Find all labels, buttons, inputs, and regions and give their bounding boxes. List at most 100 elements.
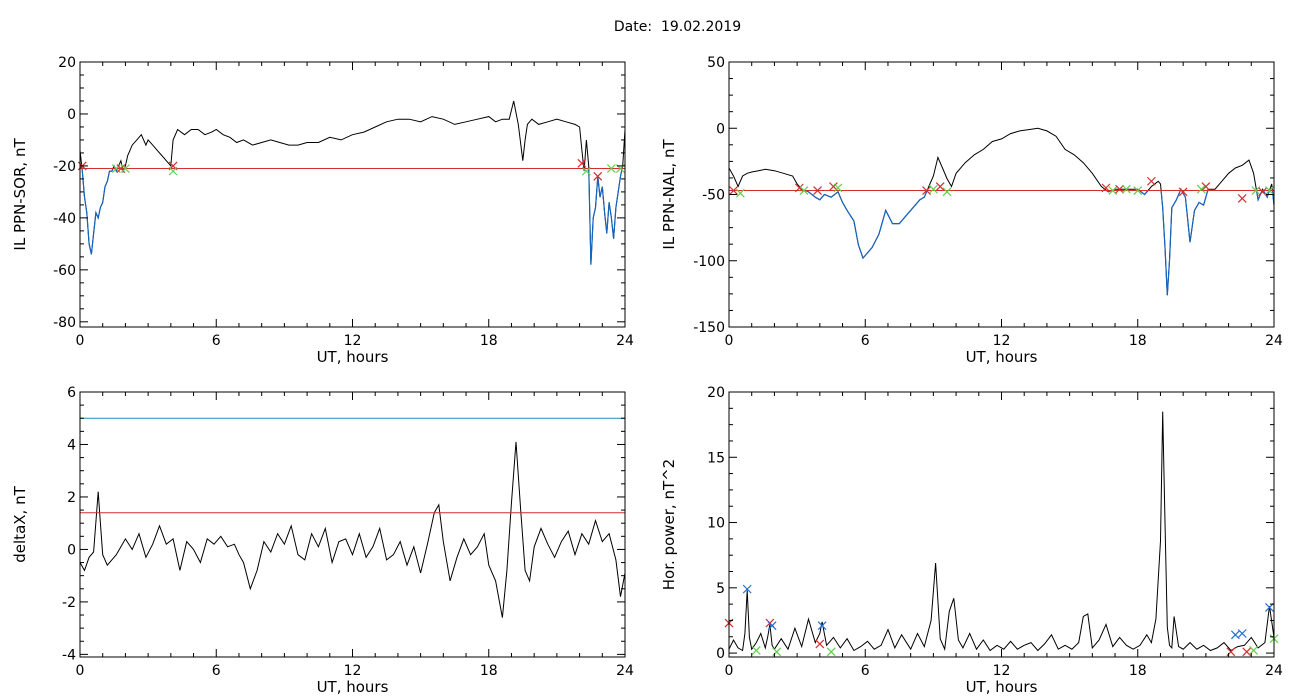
- marker-green: [1121, 184, 1131, 194]
- marker-green: [942, 187, 952, 197]
- x-tick-label: 24: [616, 663, 634, 679]
- marker-red: [935, 182, 945, 191]
- marker-red: [1101, 183, 1111, 193]
- x-tick-label: 6: [212, 333, 221, 349]
- x-tick-label: 18: [1129, 333, 1147, 349]
- plot-frame: [728, 391, 1275, 658]
- y-tick-label: 20: [707, 385, 725, 401]
- plot-frame: [728, 61, 1275, 328]
- data-series-line: [729, 127, 1274, 296]
- marker-blue: [1265, 602, 1274, 612]
- marker-green: [1133, 186, 1143, 195]
- marker-red: [1146, 176, 1156, 186]
- marker-blue: [817, 621, 827, 631]
- x-tick-label: 6: [861, 333, 870, 349]
- y-tick-label: -100: [693, 254, 725, 270]
- marker-green: [772, 647, 782, 657]
- below-threshold-highlight: [81, 168, 623, 265]
- marker-red: [577, 158, 587, 168]
- marker-green: [1265, 186, 1274, 195]
- marker-green: [735, 188, 745, 198]
- date-value: 19.02.2019: [660, 19, 742, 35]
- plot-frame: [79, 61, 626, 328]
- y-tick-label: 0: [716, 646, 725, 662]
- y-tick-label: -150: [693, 320, 725, 336]
- y-axis-label: Hor. power, nT^2: [660, 459, 678, 590]
- marker-red: [1226, 647, 1236, 657]
- x-tick-label: 12: [993, 333, 1011, 349]
- x-tick-label: 24: [1265, 663, 1283, 679]
- date-label: Date:: [613, 19, 653, 35]
- y-tick-label: 0: [67, 542, 76, 558]
- page-title: Date: 19.02.2019: [0, 19, 1300, 35]
- marker-blue: [1237, 629, 1247, 638]
- data-series-line: [80, 441, 625, 618]
- marker-red: [1242, 647, 1252, 657]
- y-tick-label: -2: [62, 595, 76, 611]
- x-tick-label: 12: [993, 663, 1011, 679]
- y-tick-label: 2: [67, 490, 76, 506]
- x-axis-label: UT, hours: [317, 348, 389, 366]
- marker-green: [581, 166, 591, 176]
- marker-red: [1115, 184, 1125, 194]
- y-tick-label: 0: [716, 121, 725, 137]
- y-tick-label: 15: [707, 450, 725, 466]
- x-tick-label: 6: [212, 663, 221, 679]
- marker-green: [751, 646, 761, 655]
- marker-green: [799, 186, 809, 195]
- marker-green: [928, 184, 938, 194]
- x-tick-label: 24: [616, 333, 634, 349]
- marker-red: [593, 171, 603, 181]
- y-tick-label: 10: [707, 516, 725, 532]
- y-tick-label: 6: [67, 385, 76, 401]
- y-tick-label: 50: [707, 55, 725, 71]
- x-axis-label: UT, hours: [966, 678, 1038, 696]
- marker-blue: [767, 621, 777, 631]
- y-tick-label: -20: [53, 159, 76, 175]
- x-tick-label: 18: [1129, 663, 1147, 679]
- y-tick-label: -40: [53, 211, 76, 227]
- y-axis-label: IL PPN-SOR, nT: [11, 138, 29, 251]
- y-tick-label: 20: [58, 55, 76, 71]
- marker-green: [826, 647, 836, 657]
- y-axis-label: IL PPN-NAL, nT: [660, 139, 678, 250]
- marker-blue: [742, 584, 752, 594]
- below-threshold-highlight: [803, 190, 1274, 296]
- y-tick-label: -50: [702, 188, 725, 204]
- marker-red: [794, 183, 804, 193]
- marker-green: [120, 164, 130, 173]
- y-tick-label: -4: [62, 647, 76, 663]
- marker-red: [1258, 187, 1268, 197]
- panel-il-ppn-nal: 0 6 12 18 24 -150 -100 -50 0 50 UT, hours IL PPN-NA…: [660, 55, 1283, 366]
- x-tick-label: 0: [76, 663, 85, 679]
- marker-red: [729, 186, 738, 195]
- x-tick-label: 18: [480, 663, 498, 679]
- marker-red: [922, 186, 931, 195]
- panel-il-ppn-sor: 0 6 12 18 24 -80 -60 -40 -20 0 20 UT, hours IL PPN-S…: [11, 55, 634, 366]
- plot-frame: [79, 391, 626, 658]
- y-tick-label: 0: [67, 107, 76, 123]
- marker-green: [1196, 184, 1206, 194]
- data-series-line: [729, 411, 1274, 652]
- x-tick-label: 6: [861, 663, 870, 679]
- marker-red: [1178, 187, 1188, 197]
- marker-green: [1249, 646, 1258, 655]
- y-tick-label: 5: [716, 581, 725, 597]
- marker-red: [813, 186, 822, 195]
- marker-green: [833, 183, 843, 193]
- panel-horizontal-power: 0 6 12 18 24 0 5 10 15 20 UT, hours Hor. power, nT^…: [660, 385, 1283, 696]
- marker-red: [1201, 182, 1211, 191]
- x-tick-label: 0: [725, 333, 734, 349]
- y-tick-label: -60: [53, 263, 76, 279]
- x-tick-label: 0: [725, 663, 734, 679]
- x-axis-label: UT, hours: [317, 678, 389, 696]
- marker-green: [606, 164, 616, 173]
- marker-green: [168, 166, 178, 176]
- x-tick-label: 12: [344, 333, 362, 349]
- y-axis-label: deltaX, nT: [11, 485, 29, 562]
- data-series-line: [80, 100, 625, 265]
- x-axis-label: UT, hours: [966, 348, 1038, 366]
- y-tick-label: -80: [53, 315, 76, 331]
